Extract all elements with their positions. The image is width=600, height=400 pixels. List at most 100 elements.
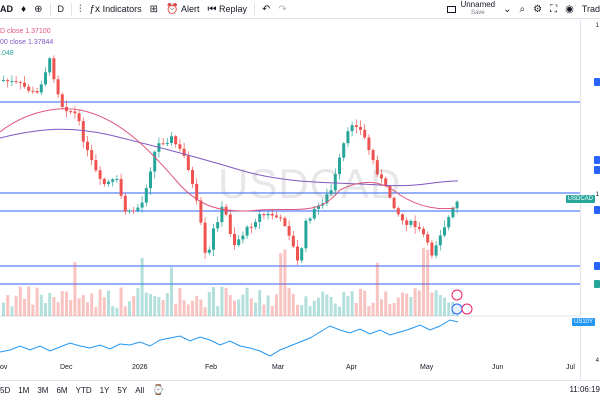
range-1y-button[interactable]: 1Y [99, 386, 110, 395]
chart-legend: D close 1.37100 00 close 1.37844 .048 [0, 26, 53, 59]
volume-bar [422, 247, 425, 316]
volume-bar [186, 304, 190, 316]
volume-bar [380, 299, 383, 316]
divider [71, 2, 72, 16]
candlestick-series [2, 55, 459, 266]
volume-bar [405, 293, 409, 316]
candle-body [380, 174, 383, 179]
hline-price-tag[interactable] [594, 78, 600, 86]
interval-button[interactable]: D [54, 0, 69, 19]
event-marker-icon[interactable] [451, 289, 463, 301]
scale-tick: 1 [595, 192, 599, 198]
legend-ma-fast[interactable]: D close 1.37100 [0, 26, 53, 37]
candle-body [287, 226, 291, 236]
range-5y-button[interactable]: 5Y [117, 386, 128, 395]
hline-price-tag[interactable] [594, 156, 600, 164]
range-5d-button[interactable]: 5D [0, 386, 11, 395]
date-range-icon[interactable]: ⌚ [152, 385, 165, 396]
chart-canvas[interactable] [0, 20, 595, 380]
time-label: Dec [60, 364, 73, 371]
volume-bar [73, 262, 77, 316]
candle-body [283, 218, 287, 227]
alert-button[interactable]: ⏰ Alert [162, 0, 203, 19]
time-label: Jun [492, 364, 504, 371]
volume-bars [2, 247, 459, 316]
candle-body [35, 90, 39, 93]
candle-body [23, 82, 26, 87]
volume-bar [413, 288, 417, 316]
volume-bar [275, 294, 278, 316]
templates-icon[interactable]: ⊞ [149, 3, 158, 15]
screenshot-icon[interactable]: ◉ [565, 3, 574, 15]
redo-icon[interactable]: ↷ [278, 3, 287, 15]
volume-bar [430, 292, 434, 316]
chevron-down-icon[interactable]: ⌄ [503, 3, 512, 15]
range-6m-button[interactable]: 6M [56, 386, 68, 395]
candle-body [102, 178, 106, 185]
hline-price-tag[interactable] [594, 262, 600, 270]
hline-price-tag[interactable] [594, 166, 600, 174]
legend-ma-slow[interactable]: 00 close 1.37844 [0, 37, 53, 48]
volume-bar [170, 267, 173, 316]
volume-bar [254, 302, 257, 316]
fullscreen-icon[interactable]: ⛶ [550, 3, 558, 15]
volume-bar [270, 305, 274, 316]
candle-body [56, 79, 60, 95]
chart-type-icon[interactable]: ⫶ [79, 3, 82, 15]
legend-extra[interactable]: .048 [0, 48, 53, 59]
symbol-search-button[interactable]: AD [0, 0, 17, 19]
earnings-event-icon[interactable] [461, 303, 473, 315]
candle-body [123, 195, 127, 212]
volume-bar [308, 306, 312, 316]
candle-body [329, 190, 333, 195]
volume-bar [434, 290, 438, 316]
volume-bar [333, 303, 337, 316]
volume-bar [153, 295, 157, 316]
clock[interactable]: 11:06:19 [569, 385, 600, 394]
candle-body [388, 185, 392, 198]
volume-bar [52, 297, 56, 316]
volume-bar [401, 292, 404, 316]
settings-icon[interactable]: ⚙ [533, 3, 543, 15]
candle-body [178, 144, 182, 149]
undo-icon[interactable]: ↶ [262, 3, 271, 15]
range-all-button[interactable]: All [135, 386, 145, 395]
layout-button[interactable]: Unnamed Save [443, 0, 499, 19]
usdcad-price-tag[interactable]: USDCAD [565, 195, 595, 203]
candle-body [249, 226, 253, 228]
chart-pane[interactable]: USDCAD [0, 20, 595, 380]
volume-price-tag[interactable] [594, 280, 600, 288]
quick-search-icon[interactable]: ⌕ [519, 3, 526, 15]
volume-bar [35, 287, 39, 316]
flag-event-icon[interactable] [451, 303, 463, 315]
range-ytd-button[interactable]: YTD [75, 386, 92, 395]
volume-bar [329, 297, 333, 316]
volume-bar [48, 293, 52, 316]
trade-button[interactable]: Trad [578, 0, 600, 19]
volume-bar [174, 303, 178, 316]
candle-body [317, 205, 320, 209]
divider [254, 2, 256, 16]
candle-body [279, 217, 283, 219]
volume-bar [132, 296, 136, 316]
indicators-button[interactable]: ƒx Indicators [86, 0, 146, 19]
candle-body [161, 143, 165, 145]
volume-bar [136, 288, 140, 316]
candle-body [346, 131, 350, 144]
range-1m-button[interactable]: 1M [18, 386, 30, 395]
volume-bar [81, 295, 85, 316]
time-axis[interactable]: ov Dec 2026 Feb Mar Apr May Jun Jul [0, 362, 595, 376]
candle-body [2, 79, 5, 81]
indicators-icon: ƒx [89, 3, 101, 15]
add-symbol-icon[interactable]: ⊕ [34, 3, 43, 15]
alarm-icon: ⏰ [166, 3, 179, 15]
watchlist-icon[interactable]: ♦ [21, 3, 27, 15]
replay-button[interactable]: ⏮ Replay [203, 0, 251, 19]
us10y-price-tag[interactable]: US10Y [571, 318, 595, 326]
volume-bar [119, 287, 123, 316]
symbol-label: AD [0, 4, 13, 14]
divider [49, 2, 51, 16]
hline-price-tag[interactable] [594, 206, 600, 214]
range-3m-button[interactable]: 3M [37, 386, 49, 395]
layout-icon [447, 5, 457, 13]
